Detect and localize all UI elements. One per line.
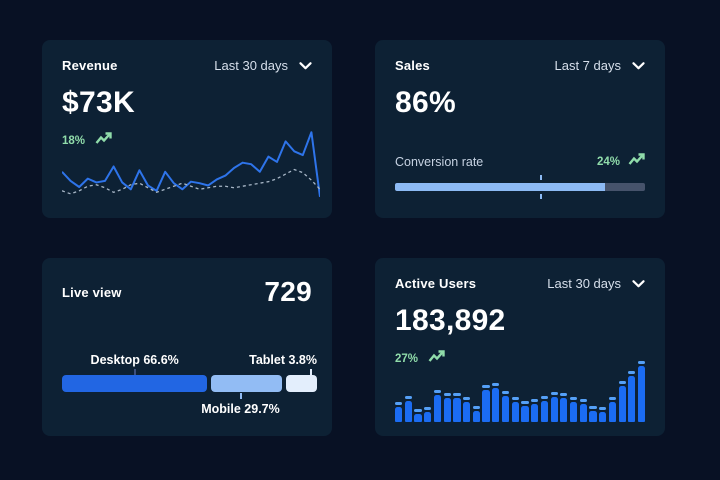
progress-track: [395, 183, 645, 191]
conversion-rate-label: Conversion rate: [395, 155, 484, 169]
revenue-card: Revenue Last 30 days $73K 18%: [42, 40, 332, 218]
user-count-bar: [463, 397, 471, 422]
revenue-delta: 18%: [62, 135, 86, 147]
user-count-bar: [453, 393, 461, 422]
mobile-segment: [211, 375, 283, 392]
tablet-tick: [309, 369, 312, 375]
user-count-bar: [569, 397, 578, 422]
user-count-bar: [404, 396, 412, 422]
target-marker-bottom: [540, 194, 543, 199]
user-count-bar: [482, 385, 490, 422]
tablet-segment: [286, 375, 317, 392]
user-count-bar: [540, 396, 548, 422]
mobile-share-label: Mobile 29.7%: [201, 402, 280, 416]
trend-up-icon: [428, 350, 445, 368]
live-view-card-title: Live view: [62, 285, 122, 300]
user-count-bar: [579, 399, 587, 422]
user-count-bar: [511, 397, 519, 422]
progress-fill: [395, 183, 605, 191]
live-view-card: Live view 729 Desktop 66.6% Tablet 3.8% …: [42, 258, 332, 436]
device-share-chart: Desktop 66.6% Tablet 3.8% Mobile 29.7%: [62, 353, 317, 418]
user-count-bar: [424, 407, 432, 422]
user-count-bar: [443, 393, 451, 422]
user-count-bar: [492, 383, 500, 422]
user-count-bar: [433, 390, 442, 422]
active-users-range-label: Last 30 days: [547, 276, 621, 291]
target-marker-top: [540, 175, 543, 180]
live-view-value: 729: [264, 276, 312, 307]
user-count-bar: [628, 371, 636, 422]
sales-card: Sales Last 7 days 86% Conversion rate 24…: [375, 40, 665, 218]
sales-delta: 24%: [596, 156, 620, 168]
desktop-share-label: Desktop 66.6%: [90, 353, 179, 367]
active-users-card-title: Active Users: [395, 276, 477, 291]
revenue-value: $73K: [62, 86, 135, 119]
sales-range-selector[interactable]: Last 7 days: [555, 58, 646, 73]
sales-card-title: Sales: [395, 58, 430, 73]
sales-range-label: Last 7 days: [554, 58, 622, 73]
user-count-bar: [618, 381, 626, 422]
trend-up-icon: [95, 132, 112, 150]
active-users-card: Active Users Last 30 days 183,892 27%: [375, 258, 665, 436]
active-users-range-selector[interactable]: Last 30 days: [547, 276, 645, 291]
user-count-bar: [560, 393, 568, 422]
desktop-tick: [133, 369, 136, 375]
active-users-delta: 27%: [395, 353, 419, 365]
tablet-share-label: Tablet 3.8%: [249, 353, 317, 367]
user-count-bar: [637, 361, 646, 422]
mobile-tick: [239, 393, 242, 399]
desktop-segment: [62, 375, 208, 392]
user-count-bar: [531, 399, 539, 422]
user-count-bar: [550, 392, 558, 422]
sales-value: 86%: [395, 86, 456, 119]
revenue-range-label: Last 30 days: [214, 58, 288, 73]
chevron-down-icon: [299, 61, 312, 70]
user-count-bar: [395, 402, 403, 422]
user-count-bar: [608, 397, 617, 422]
conversion-progress-bar: [395, 175, 645, 199]
user-count-bar: [472, 406, 480, 422]
revenue-line-chart: [62, 130, 320, 206]
revenue-card-title: Revenue: [62, 58, 118, 73]
user-count-bar: [599, 407, 607, 422]
active-users-bar-chart: [395, 358, 646, 422]
chevron-down-icon: [632, 61, 645, 70]
user-count-bar: [589, 406, 597, 422]
user-count-bar: [414, 409, 422, 422]
revenue-range-selector[interactable]: Last 30 days: [214, 58, 312, 73]
user-count-bar: [501, 391, 510, 422]
trend-up-icon: [628, 153, 645, 171]
user-count-bar: [521, 401, 529, 422]
active-users-value: 183,892: [395, 304, 506, 337]
chevron-down-icon: [632, 279, 645, 288]
